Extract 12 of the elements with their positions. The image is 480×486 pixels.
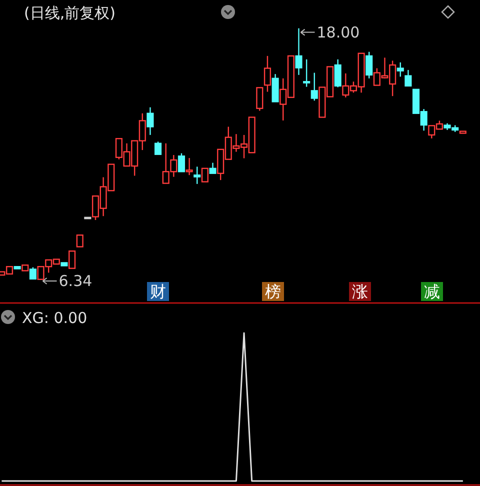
candlestick <box>146 106 154 136</box>
candlestick <box>295 28 302 76</box>
candlestick <box>186 157 193 176</box>
annotation: 18.00 <box>316 23 360 42</box>
chart-title: XG: 0.00 <box>22 309 88 327</box>
chart-title: (日线,前复权) <box>24 4 116 22</box>
text: 涨 <box>352 282 368 301</box>
annotation: 6.34 <box>58 272 92 290</box>
candlestick <box>84 216 92 220</box>
text: 财 <box>150 282 166 301</box>
text: 榜 <box>265 282 281 301</box>
text: 减 <box>424 282 440 301</box>
